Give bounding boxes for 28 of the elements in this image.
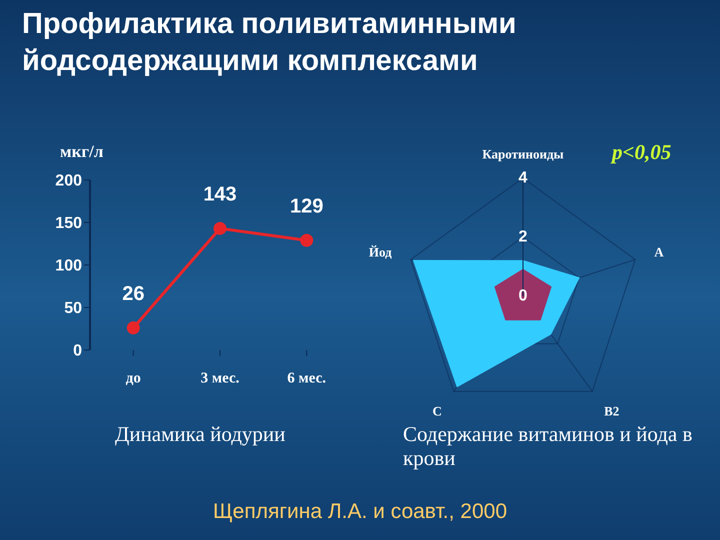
spoke-label: Каротиноиды bbox=[482, 146, 564, 162]
y-tick-label: 150 bbox=[55, 215, 82, 232]
y-tick-label: 200 bbox=[55, 172, 82, 190]
chart-title: Профилактика поливитаминными йодсодержащими комплексами bbox=[22, 7, 518, 79]
x-tick-label: 3 мес. bbox=[200, 370, 240, 387]
text: Щеплягина Л.А. и соавт., 2000 bbox=[212, 500, 508, 524]
y-tick-label: 4 bbox=[518, 170, 528, 186]
y-tick-label: 0 bbox=[73, 342, 82, 360]
x-tick-label: до bbox=[126, 370, 141, 387]
spoke-label: C bbox=[432, 403, 442, 418]
y-axis-title: мкг/л bbox=[60, 142, 104, 162]
x-tick-label: 6 мес. bbox=[287, 370, 326, 387]
point bbox=[214, 222, 226, 235]
spoke-label: Йод bbox=[368, 244, 392, 260]
data-label: 26 bbox=[122, 282, 144, 305]
y-tick-label: 100 bbox=[55, 258, 82, 275]
data-label: 143 bbox=[203, 183, 237, 206]
spoke-label: A bbox=[654, 244, 664, 260]
spoke-label: B2 bbox=[604, 403, 620, 418]
text: Динамика йодурии bbox=[115, 422, 286, 447]
text: Содержание витаминов и йода в крови bbox=[403, 422, 693, 470]
y-tick-label: 0 bbox=[518, 288, 528, 304]
text: p<0,05 bbox=[612, 140, 672, 165]
data-label: 129 bbox=[290, 195, 324, 218]
y-tick-label: 2 bbox=[518, 228, 528, 246]
point bbox=[300, 234, 314, 247]
y-tick-label: 50 bbox=[64, 300, 82, 318]
point bbox=[126, 321, 140, 334]
